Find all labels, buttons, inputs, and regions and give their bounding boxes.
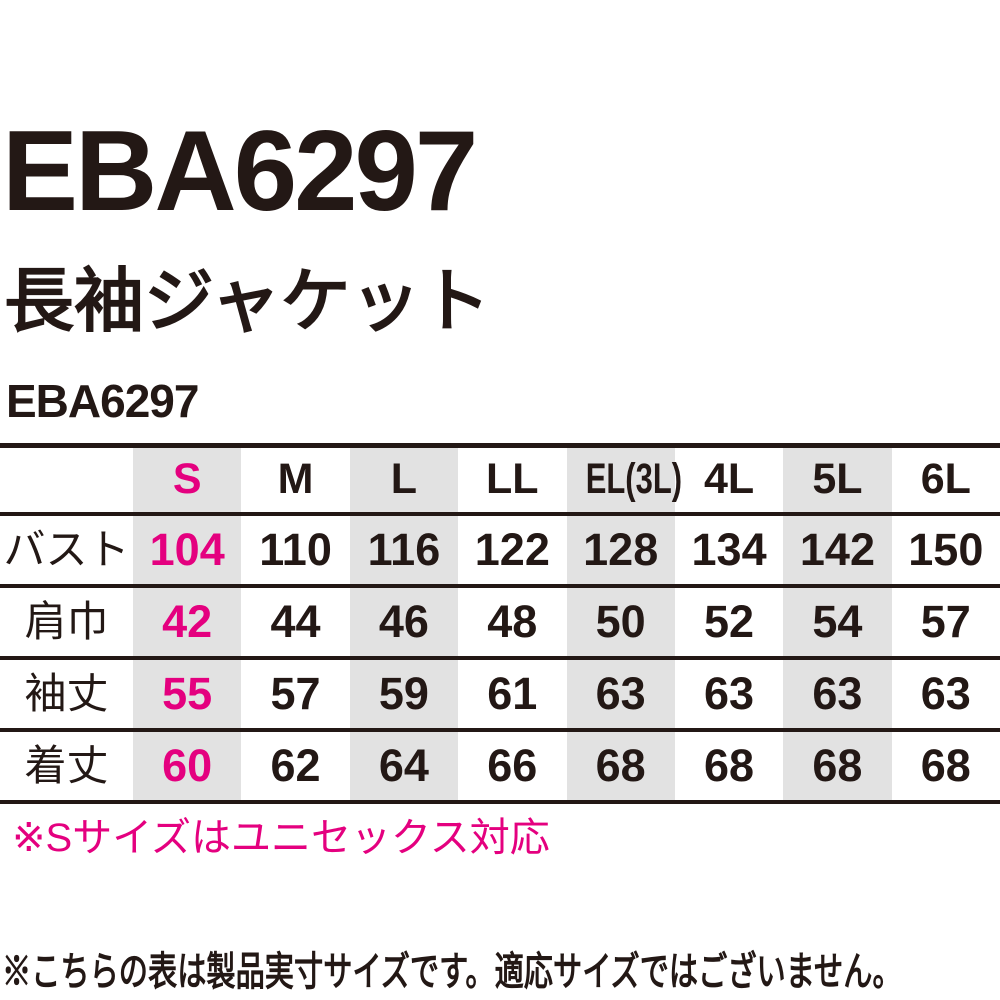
size-table-row: 肩巾 42 44 46 48 50 52 54 57 [0,585,1000,658]
size-cell: 68 [920,740,971,791]
size-cell: 54 [783,585,892,658]
size-column-label: LL [486,455,539,504]
measurement-row-label: 袖丈 [24,669,109,717]
size-column-header: L [349,445,459,514]
size-cell: 110 [259,524,332,575]
size-cell: 142 [783,513,892,586]
size-column-label: 6L [920,455,971,504]
size-column-header: 4L [675,446,783,514]
size-cell: 42 [133,585,242,658]
size-column-label: L [390,455,418,504]
measurement-row-label: バスト [3,525,130,573]
size-cell: 63 [704,668,755,719]
size-column-header: M [241,446,349,514]
size-column-header: LL [458,446,566,514]
size-column-label: EL(3L) [585,455,682,504]
size-cell: 68 [783,729,892,802]
size-cell: 60 [133,729,242,802]
measurement-row-label: 着丈 [24,741,109,789]
model-code: EBA6297 [6,375,199,427]
size-table-row: バスト 104 110 116 122 128 134 142 150 [0,513,1000,586]
size-cell: 63 [920,668,971,719]
size-cell: 64 [349,729,459,802]
measurement-row-label: 肩巾 [24,597,109,645]
product-name-subtitle: 長袖ジャケット [4,262,491,340]
size-cell: 68 [704,740,755,791]
size-cell: 104 [133,513,242,586]
size-cell: 48 [487,596,538,647]
size-cell: 59 [349,657,459,730]
size-column-label: M [277,455,314,504]
size-cell: 134 [691,524,767,575]
size-column-header: 5L [783,445,892,514]
size-table-row: 着丈 60 62 64 66 68 68 68 68 [0,729,1000,802]
size-table-row: 袖丈 55 57 59 61 63 63 63 63 [0,657,1000,730]
size-cell: 62 [270,740,321,791]
size-cell: 46 [349,585,459,658]
size-header-row: S M L LL EL(3L) 4L 5L 6L [0,445,1000,514]
size-cell: 68 [566,729,675,802]
size-column-label: S [172,455,202,504]
size-cell: 116 [349,513,459,586]
size-cell: 128 [566,513,675,586]
size-column-header: S [133,445,242,514]
size-column-label: 4L [703,455,755,504]
size-cell: 61 [487,668,538,719]
size-cell: 50 [566,585,675,658]
unisex-note: ※Sサイズはユニセックス対応 [12,816,550,860]
size-cell: 66 [487,740,538,791]
size-column-label: 5L [812,455,863,504]
size-cell: 52 [704,596,755,647]
table-corner-cell [0,446,133,514]
size-column-header: EL(3L) [566,445,682,514]
size-cell: 57 [270,668,321,719]
product-code-title: EBA6297 [2,108,478,235]
size-cell: 44 [270,596,321,647]
size-spec-table: S M L LL EL(3L) 4L 5L 6L バスト 104 110 116 122 128 134 1… [0,443,1000,804]
size-cell: 63 [566,657,675,730]
size-cell: 122 [474,524,550,575]
size-cell: 150 [908,524,984,575]
size-cell: 57 [920,596,971,647]
size-cell: 55 [133,657,242,730]
size-cell: 63 [783,657,892,730]
size-column-header: 6L [892,446,1000,514]
size-disclaimer-note: ※こちらの表は製品実寸サイズです。適応サイズではございません。 [2,950,902,994]
